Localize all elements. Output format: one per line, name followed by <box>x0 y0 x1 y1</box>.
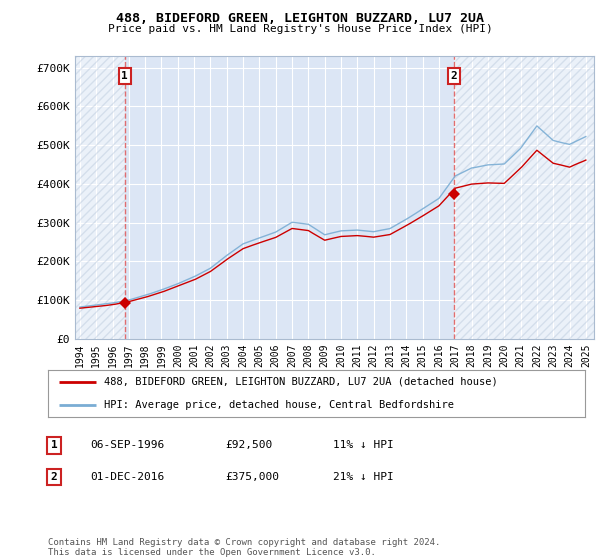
Text: 1: 1 <box>121 71 128 81</box>
Text: 2: 2 <box>50 472 58 482</box>
Text: HPI: Average price, detached house, Central Bedfordshire: HPI: Average price, detached house, Cent… <box>104 400 454 410</box>
Text: Price paid vs. HM Land Registry's House Price Index (HPI): Price paid vs. HM Land Registry's House … <box>107 24 493 34</box>
Text: 01-DEC-2016: 01-DEC-2016 <box>90 472 164 482</box>
Text: 488, BIDEFORD GREEN, LEIGHTON BUZZARD, LU7 2UA (detached house): 488, BIDEFORD GREEN, LEIGHTON BUZZARD, L… <box>104 376 498 386</box>
Text: 21% ↓ HPI: 21% ↓ HPI <box>333 472 394 482</box>
Text: 06-SEP-1996: 06-SEP-1996 <box>90 440 164 450</box>
Bar <box>75 56 125 339</box>
Text: Contains HM Land Registry data © Crown copyright and database right 2024.
This d: Contains HM Land Registry data © Crown c… <box>48 538 440 557</box>
Text: 1: 1 <box>50 440 58 450</box>
Text: £375,000: £375,000 <box>225 472 279 482</box>
Text: £92,500: £92,500 <box>225 440 272 450</box>
Text: 488, BIDEFORD GREEN, LEIGHTON BUZZARD, LU7 2UA: 488, BIDEFORD GREEN, LEIGHTON BUZZARD, L… <box>116 12 484 25</box>
Text: 2: 2 <box>451 71 457 81</box>
Text: 11% ↓ HPI: 11% ↓ HPI <box>333 440 394 450</box>
Bar <box>454 56 594 339</box>
